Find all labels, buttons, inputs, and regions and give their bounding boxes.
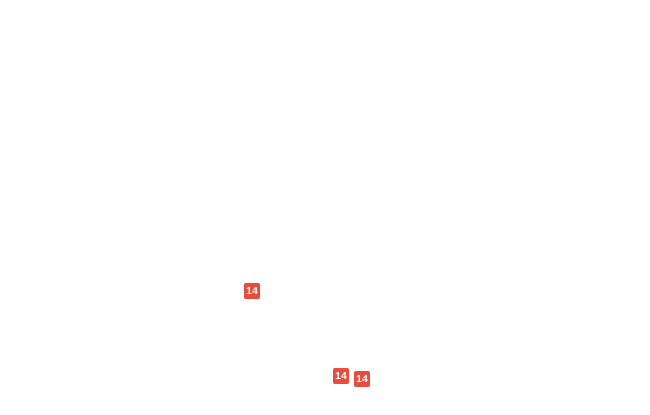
part-callout-badge[interactable]: 14 bbox=[333, 368, 349, 384]
part-callout-badge[interactable]: 14 bbox=[244, 283, 260, 299]
part-callout-badge[interactable]: 14 bbox=[354, 371, 370, 387]
